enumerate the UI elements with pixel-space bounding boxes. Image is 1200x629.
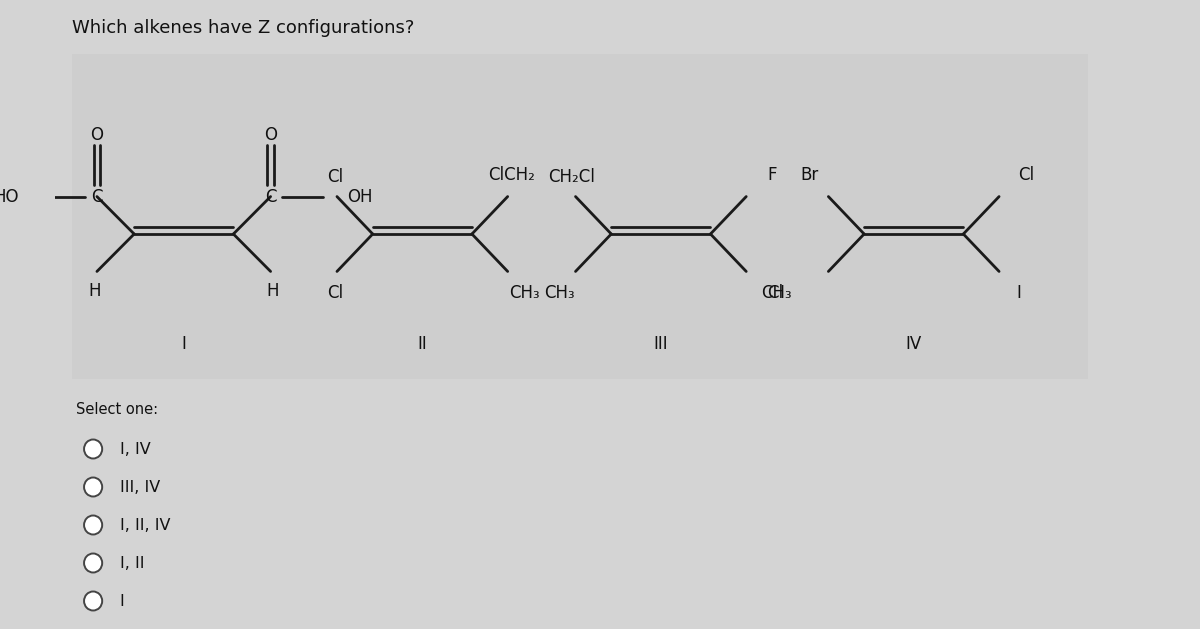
Bar [72,54,1088,379]
Text: F: F [767,165,776,184]
Text: Cl: Cl [767,284,784,303]
Text: O: O [90,126,103,143]
Text: I, II, IV: I, II, IV [120,518,170,533]
Text: IV: IV [906,335,922,353]
Text: CH₂Cl: CH₂Cl [547,167,595,186]
Text: HO: HO [0,187,19,206]
Text: III: III [654,335,668,353]
Text: Cl: Cl [328,284,343,303]
Text: C: C [265,187,276,206]
Text: C: C [91,187,103,206]
Text: CH₃: CH₃ [762,284,792,303]
Circle shape [84,516,102,535]
Text: Cl: Cl [1018,165,1034,184]
Text: CH₃: CH₃ [544,284,575,303]
Circle shape [84,477,102,496]
Circle shape [84,440,102,459]
Text: I: I [1016,284,1021,303]
Text: I, IV: I, IV [120,442,150,457]
Text: H: H [266,282,278,301]
Text: I: I [120,594,125,608]
Text: Select one:: Select one: [76,401,158,416]
Text: CH₃: CH₃ [509,284,539,303]
Text: OH: OH [347,187,372,206]
Text: Which alkenes have Z configurations?: Which alkenes have Z configurations? [72,19,414,37]
Text: II: II [418,335,427,353]
Circle shape [84,591,102,611]
Text: Br: Br [800,165,818,184]
Text: H: H [89,282,101,301]
Text: I: I [181,335,186,353]
Text: I, II: I, II [120,555,144,571]
Circle shape [84,554,102,572]
Text: III, IV: III, IV [120,479,160,494]
Text: Cl: Cl [328,167,343,186]
Text: ClCH₂: ClCH₂ [488,165,535,184]
Text: O: O [264,126,277,143]
